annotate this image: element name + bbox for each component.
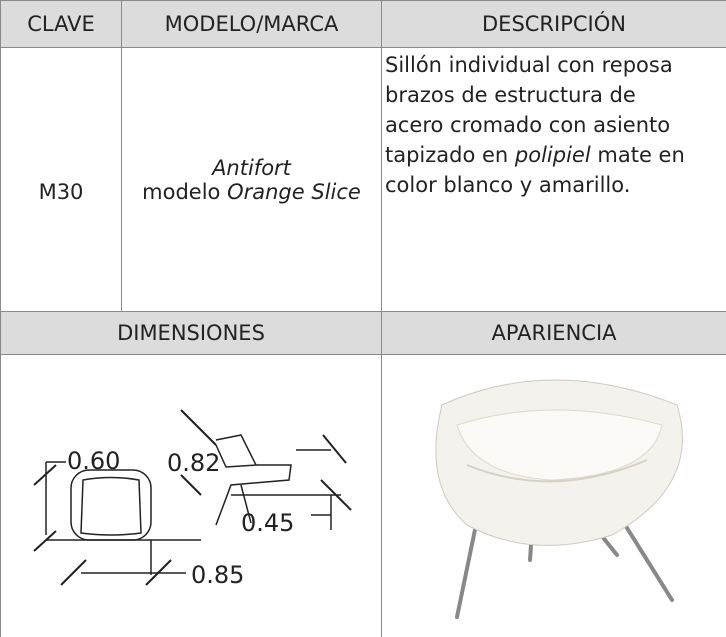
- description-line: color blanco y amarillo.: [385, 170, 726, 200]
- dim-width: 0.60: [67, 447, 120, 475]
- model: modelo Orange Slice: [142, 180, 361, 204]
- dim-height: 0.82: [167, 449, 220, 477]
- text-segment: tapizado en: [385, 143, 515, 167]
- text-segment: acero cromado con asiento: [385, 113, 671, 137]
- description-line: acero cromado con asiento: [385, 110, 726, 140]
- text-segment: Sillón individual con reposa: [385, 53, 673, 77]
- model-cell: Antifort modelo Orange Slice: [122, 48, 382, 312]
- clave-cell: M30: [0, 48, 122, 312]
- text-segment: Orange Slice: [227, 179, 361, 204]
- description-line: tapizado en polipiel mate en: [385, 140, 726, 170]
- text-segment: polipiel: [514, 143, 591, 167]
- section-header: DIMENSIONES: [0, 312, 382, 355]
- chair-image: [435, 379, 683, 619]
- section-header: APARIENCIA: [382, 312, 726, 355]
- text-segment: brazos de estructura de: [385, 83, 636, 107]
- description-line: Sillón individual con reposa: [385, 50, 726, 80]
- dim-depth: 0.85: [191, 561, 244, 589]
- header-cell: DESCRIPCIÓN: [382, 0, 726, 48]
- clave: M30: [38, 179, 84, 204]
- dimensions-cell: 0.60 0.82 0.45 0.85: [0, 355, 382, 637]
- dimension-drawing: 0.60 0.82 0.45 0.85: [33, 409, 352, 589]
- appearance-cell: [382, 355, 726, 637]
- text-segment: modelo: [142, 179, 228, 204]
- header-cell: MODELO/MARCA: [122, 0, 382, 48]
- description-line: brazos de estructura de: [385, 80, 726, 110]
- text-segment: mate en: [590, 143, 685, 167]
- text-segment: color blanco y amarillo.: [385, 173, 631, 197]
- dim-seat: 0.45: [241, 509, 294, 537]
- brand: Antifort: [212, 155, 291, 180]
- header-cell: CLAVE: [0, 0, 122, 48]
- description: Sillón individual con reposa brazos de es…: [382, 48, 726, 312]
